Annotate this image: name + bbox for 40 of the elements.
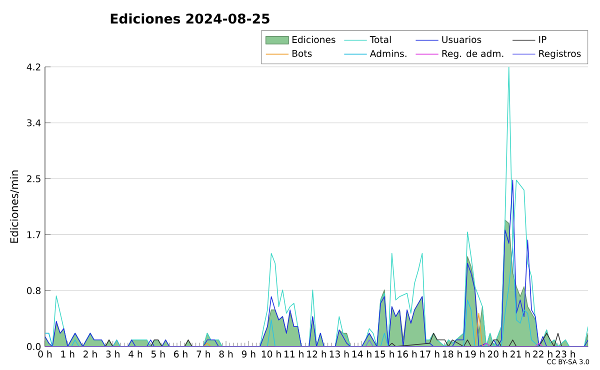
y-tick-label: 4.2 — [26, 63, 40, 70]
legend-label: Usuarios — [442, 36, 482, 44]
y-tick-label: 1.7 — [27, 231, 40, 238]
legend-label: Bots — [292, 50, 312, 57]
legend-label: Reg. de adm. — [442, 50, 504, 59]
x-tick-label: 6 h — [174, 350, 188, 358]
x-tick-label: 2 h — [84, 350, 97, 358]
x-tick-label: 4 h — [128, 350, 142, 358]
legend-label: Total — [370, 36, 391, 44]
x-tick-label: 5 h — [151, 350, 165, 358]
y-tick-label: 3.4 — [27, 119, 41, 126]
x-tick-label: 17 h — [420, 350, 440, 358]
x-tick-label: 12 h — [307, 350, 326, 358]
legend-label: Registros — [539, 50, 581, 59]
y-tick-label: 0.8 — [26, 287, 41, 294]
x-tick-label: 21 h — [510, 350, 530, 358]
x-tick-label: 20 h — [488, 350, 508, 358]
y-axis-title: Ediciones/min — [10, 170, 20, 243]
legend-label: IP — [539, 36, 546, 43]
x-tick-label: 8 h — [219, 350, 233, 358]
y-tick-label: 2.5 — [27, 175, 40, 182]
x-tick-label: 14 h — [352, 350, 372, 358]
x-tick-label: 1 h — [61, 350, 74, 358]
x-tick-label: 19 h — [466, 350, 484, 358]
x-tick-label: 23 h — [556, 350, 575, 358]
x-tick-label: 15 h — [375, 350, 394, 358]
chart-title: Ediciones 2024-08-25 — [110, 13, 270, 24]
x-tick-label: 16 h — [398, 350, 417, 358]
y-tick-label: 0.0 — [26, 343, 41, 350]
legend-label: Ediciones — [292, 36, 336, 44]
x-tick-label: 22 h — [533, 350, 552, 358]
x-tick-label: 18 h — [442, 350, 462, 358]
x-tick-label: 0 h — [38, 350, 52, 358]
legend-label: Admins. — [370, 50, 406, 58]
x-tick-label: 9 h — [242, 350, 256, 358]
x-tick-label: 10 h — [262, 350, 281, 358]
x-tick-label: 13 h — [330, 350, 349, 358]
x-tick-label: 3 h — [106, 350, 120, 358]
x-tick-label: 11 h — [284, 350, 304, 358]
x-tick-label: 7 h — [196, 350, 210, 358]
